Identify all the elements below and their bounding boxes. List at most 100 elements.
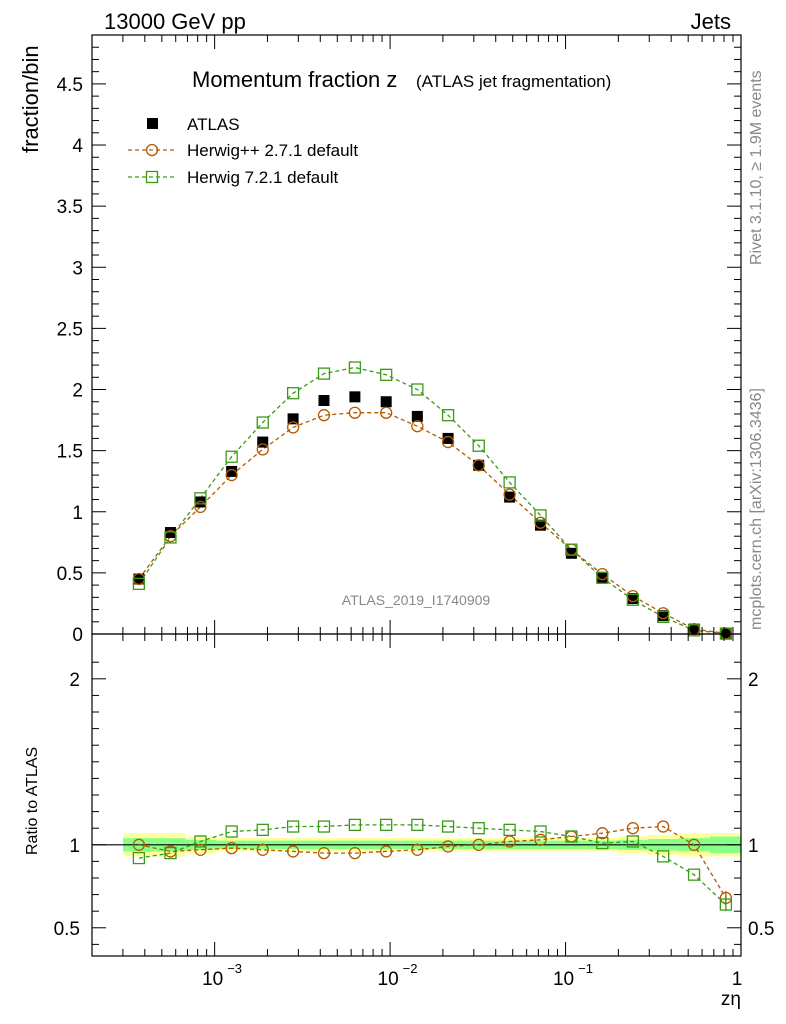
ratio-point-1-15 [596, 836, 609, 850]
main-y-tick-label: 3 [72, 258, 83, 279]
ratio-point-1-18 [687, 868, 701, 881]
main-point-2-1 [164, 531, 177, 544]
x-tick-label-exponent: −3 [227, 961, 242, 976]
main-point-2-16 [626, 593, 640, 606]
ratio-point-1-9 [411, 818, 424, 832]
main-point-1-4 [256, 443, 269, 456]
ratio-point-0-10 [441, 840, 455, 853]
main-point-0-18 [688, 623, 700, 635]
ratio-point-0-17 [657, 820, 670, 833]
main-point-0-8 [380, 396, 392, 408]
main-point-1-7 [348, 406, 362, 419]
main-point-2-17 [657, 610, 670, 624]
main-point-1-6 [317, 409, 331, 422]
analysis-watermark: ATLAS_2019_I1740909 [342, 592, 491, 608]
ratio-point-0-9 [411, 843, 424, 856]
main-point-2-10 [441, 409, 455, 422]
main-point-2-12 [503, 476, 516, 489]
main-point-0-15 [596, 572, 608, 584]
ratio-point-1-0 [132, 851, 146, 865]
main-point-0-4 [257, 436, 269, 448]
ratio-point-0-6 [317, 846, 331, 860]
main-point-2-14 [565, 543, 578, 556]
main-point-0-17 [657, 610, 669, 622]
ratio-point-1-11 [472, 822, 485, 835]
ratio-point-1-2 [194, 835, 207, 848]
y-axis-label-ratio: Ratio to ATLAS [24, 747, 41, 855]
main-y-tick-label: 3.5 [57, 197, 83, 218]
legend-label-herwig7: Herwig 7.2.1 default [187, 168, 338, 187]
main-point-1-10 [441, 435, 455, 449]
main-point-2-5 [286, 387, 300, 400]
ratio-point-0-5 [286, 845, 300, 858]
main-point-1-3 [225, 468, 238, 482]
plot-title-sub: (ATLAS jet fragmentation) [416, 72, 611, 91]
ratio-point-1-13 [534, 825, 547, 838]
main-y-tick-label: 1.5 [57, 442, 83, 463]
main-point-0-11 [473, 459, 485, 471]
legend-label-herwigpp: Herwig++ 2.7.1 default [187, 141, 358, 160]
main-y-tick-label: 0 [72, 625, 83, 646]
main-series-line-2 [138, 366, 726, 635]
ratio-point-1-7 [348, 818, 362, 832]
main-point-1-12 [503, 488, 516, 501]
plot-title-main: Momentum fraction z [192, 67, 397, 92]
ratio-point-0-8 [380, 845, 393, 858]
ratio-point-1-5 [286, 820, 300, 833]
legend-marker-herwigpp [145, 143, 159, 157]
ratio-point-0-3 [225, 841, 238, 855]
main-point-2-3 [225, 450, 238, 463]
main-point-0-14 [565, 547, 577, 559]
ratio-point-1-1 [164, 846, 177, 860]
x-tick-label-exponent: −1 [578, 961, 593, 976]
rivet-version-label: Rivet 3.1.10, ≥ 1.9M events [748, 70, 765, 265]
main-series-line-1 [138, 412, 726, 635]
main-point-0-3 [226, 465, 238, 477]
ratio-y-tick-label-right: 2 [748, 670, 759, 691]
x-tick-label: 10 [553, 969, 574, 990]
ratio-point-0-2 [194, 843, 207, 856]
ratio-point-1-10 [441, 820, 455, 833]
ratio-plot-frame [91, 633, 742, 957]
ratio-point-0-7 [348, 846, 362, 860]
ratio-point-0-18 [687, 838, 701, 851]
ratio-point-1-6 [317, 820, 331, 833]
legend-marker-atlas [147, 118, 158, 129]
main-y-tick-label: 2 [72, 381, 83, 402]
main-point-2-8 [380, 368, 393, 381]
ratio-point-0-15 [596, 827, 609, 840]
ratio-point-0-16 [626, 822, 640, 835]
ratio-point-0-11 [472, 838, 485, 851]
legend: ATLAS Herwig++ 2.7.1 default Herwig 7.2.… [128, 115, 358, 187]
ratio-point-1-3 [225, 825, 238, 838]
main-point-1-5 [286, 421, 300, 434]
x-tick-label: 10 [378, 969, 399, 990]
y-axis-label-main: fraction/bin [18, 45, 43, 153]
main-point-0-19 [720, 627, 732, 639]
main-point-0-6 [318, 395, 330, 407]
main-point-2-6 [317, 367, 331, 380]
main-point-1-9 [411, 420, 424, 433]
main-point-1-11 [472, 459, 485, 472]
main-point-2-4 [256, 416, 269, 429]
header-energy-label: 13000 GeV pp [104, 9, 246, 34]
main-point-2-2 [194, 492, 207, 505]
x-axis-label: zη [721, 989, 741, 1010]
main-point-1-8 [380, 406, 393, 419]
main-point-0-5 [287, 413, 299, 425]
ratio-y-tick-label: 0.5 [54, 919, 80, 940]
main-point-1-2 [194, 500, 207, 514]
x-tick-label: 10 [202, 969, 223, 990]
ratio-point-1-16 [626, 835, 640, 848]
ratio-y-tick-label-right: 1 [748, 836, 759, 857]
main-point-2-11 [472, 439, 485, 452]
ratio-point-1-4 [256, 823, 269, 837]
main-point-0-9 [411, 410, 423, 422]
main-point-0-12 [504, 491, 516, 503]
ratio-point-0-0 [132, 838, 146, 851]
main-point-2-0 [132, 577, 146, 591]
ratio-point-0-13 [534, 833, 547, 846]
main-y-tick-label: 0.5 [57, 564, 83, 585]
ratio-point-0-4 [256, 843, 269, 856]
